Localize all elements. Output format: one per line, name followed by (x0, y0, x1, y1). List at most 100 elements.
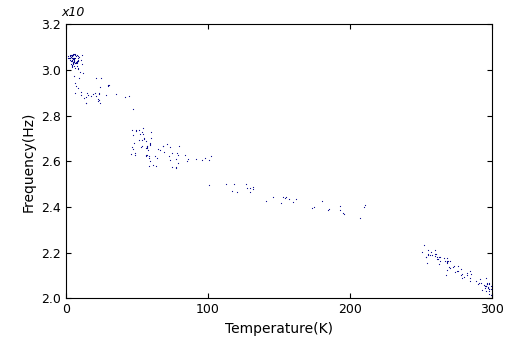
Point (132, 127, 140, 133)
Point (84, 92, 92, 98)
Point (95, 90, 103, 96)
Point (487, 283, 495, 289)
Point (69, 60, 77, 66)
Point (425, 252, 433, 257)
Point (482, 288, 490, 294)
Point (432, 251, 440, 257)
Point (143, 144, 151, 150)
Point (166, 144, 174, 150)
Point (138, 143, 146, 149)
Point (340, 212, 348, 217)
Point (74, 65, 82, 70)
Point (145, 163, 153, 169)
Point (70, 59, 79, 65)
Point (83, 90, 91, 96)
Point (454, 269, 462, 274)
Point (79, 70, 87, 76)
Point (75, 54, 83, 59)
Point (128, 127, 136, 133)
Point (198, 158, 206, 163)
Point (68, 58, 77, 64)
Point (135, 132, 143, 137)
Point (87, 93, 95, 99)
Point (192, 156, 200, 162)
Point (73, 59, 81, 65)
Point (135, 127, 143, 133)
Point (143, 147, 152, 153)
Point (481, 283, 489, 289)
Point (67, 58, 75, 63)
Point (65, 55, 73, 61)
Point (449, 264, 457, 270)
Point (249, 184, 257, 189)
Point (143, 144, 151, 149)
Point (262, 198, 270, 204)
Point (74, 85, 82, 91)
Point (308, 205, 316, 211)
Point (487, 292, 495, 298)
Point (89, 91, 97, 96)
Point (310, 204, 318, 210)
Point (485, 286, 493, 291)
Point (142, 138, 150, 143)
Point (70, 55, 79, 61)
Point (138, 137, 147, 143)
Point (424, 253, 432, 258)
Point (73, 60, 81, 65)
Point (485, 291, 493, 296)
Point (318, 198, 326, 203)
Point (97, 75, 105, 81)
Point (70, 55, 79, 60)
Point (129, 146, 137, 152)
Point (67, 54, 75, 59)
Point (70, 58, 78, 64)
Point (248, 186, 257, 191)
Point (431, 252, 440, 257)
Point (269, 194, 277, 200)
Point (92, 75, 100, 81)
Point (445, 264, 453, 270)
Point (67, 52, 75, 58)
Point (131, 151, 139, 156)
Point (77, 92, 85, 98)
Point (66, 53, 74, 59)
Point (174, 160, 183, 166)
Point (75, 59, 83, 64)
Point (484, 284, 492, 290)
Point (450, 263, 458, 269)
Point (159, 144, 167, 149)
Point (277, 200, 285, 205)
Point (94, 91, 102, 97)
Point (482, 283, 490, 288)
Point (72, 59, 80, 65)
Point (74, 53, 82, 59)
Point (154, 146, 162, 152)
Point (70, 90, 79, 95)
Point (436, 258, 444, 264)
Point (112, 92, 120, 97)
Point (69, 55, 78, 60)
Point (73, 52, 81, 58)
Point (149, 162, 157, 168)
Point (451, 269, 459, 274)
Point (424, 247, 432, 253)
Point (485, 288, 493, 294)
Point (153, 155, 161, 161)
Point (104, 82, 113, 88)
Point (127, 151, 135, 156)
Point (482, 276, 490, 281)
Point (66, 58, 75, 63)
Point (233, 189, 241, 195)
Point (440, 255, 448, 260)
Point (71, 61, 79, 66)
Point (130, 141, 138, 146)
Point (96, 84, 104, 89)
Point (147, 135, 155, 141)
Point (444, 258, 452, 264)
Point (95, 97, 103, 103)
Point (69, 52, 78, 57)
Point (65, 53, 74, 58)
Point (458, 271, 466, 277)
Point (69, 52, 78, 57)
Point (70, 63, 79, 69)
